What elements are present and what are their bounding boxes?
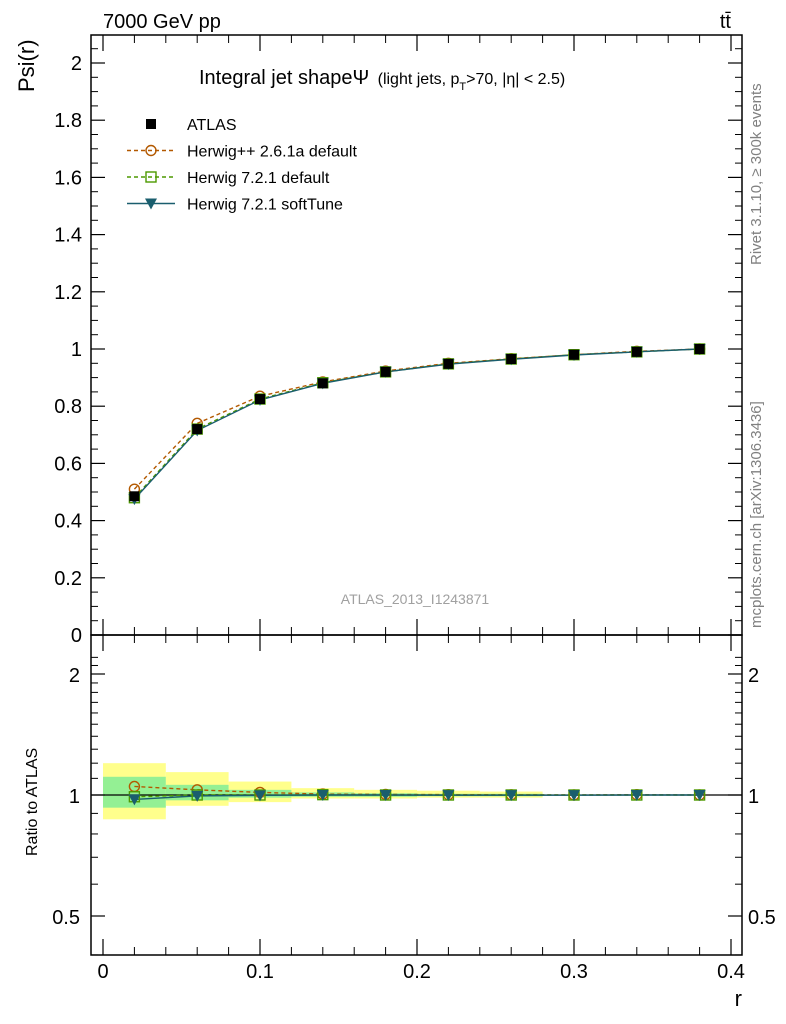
ratio-y-axis-label: Ratio to ATLAS [24,748,41,856]
main-title: Integral jet shapeΨ (light jets, pT>70, … [199,67,565,93]
legend-marker [145,171,157,183]
main-series-line [133,348,700,499]
main-y-tick-label: 0.2 [54,568,82,590]
main-data-point [192,424,203,435]
main-data-point [443,358,454,369]
ratio-data-point [505,790,518,802]
main-y-tick-label: 0.6 [54,453,82,475]
main-y-tick-label: 1.6 [54,167,82,189]
title-note-sub: T [459,81,466,93]
ratio-y-tick-label-right: 1 [748,786,759,808]
legend-label: ATLAS [187,117,237,134]
main-panel: 0 0.2 0.4 0.6 0.8 1 1.2 1.4 1.6 1.8 2 Psi(r) Integ… [14,34,743,647]
ratio-y-tick-label-right: 2 [748,665,759,687]
main-series-line [133,348,700,500]
main-y-tick-label: 2 [71,53,82,75]
main-data-point [506,354,517,365]
rivet-label: Rivet 3.1.10, ≥ 300k events [748,83,765,265]
ratio-data-point [568,790,580,802]
ratio-data-point [128,794,141,806]
main-data-point [129,491,140,502]
legend-label: Herwig 7.2.1 softTune [187,197,343,214]
ratio-y-tick-label-right: 0.5 [748,907,776,929]
ratio-data-point [442,790,455,802]
x-tick-label: 0.3 [560,961,588,983]
ratio-data-point [191,790,204,802]
mcplots-label: mcplots.cern.ch [arXiv:1306.3436] [748,401,765,628]
process-label: tt̄ [720,11,732,33]
main-data-point [255,394,265,405]
title-note-pre: (light jets, p [378,71,460,88]
legend-marker [145,144,157,157]
main-y-tick-label: 0.8 [54,396,82,418]
x-tick-label: 0.4 [717,961,745,983]
legend: ATLAS Herwig++ 2.6.1a default Herwig 7.2.1… [127,117,357,214]
analysis-id: ATLAS_2013_I1243871 [341,591,490,607]
legend-label: Herwig++ 2.6.1a default [187,144,357,161]
main-y-tick-label: 0.4 [54,511,82,533]
ratio-data-point [254,790,266,802]
x-tick-label: 0.2 [403,961,431,983]
ratio-data-point [630,790,643,801]
x-tick-label: 0.1 [246,961,274,983]
ratio-data-point [693,790,706,801]
x-axis-label: r [735,986,742,1011]
ratio-y-tick-label: 0.5 [52,907,80,929]
main-y-tick-label: 0 [71,625,82,647]
title-main: Integral jet shapeΨ [199,67,369,89]
ratio-y-tick-label: 1 [69,786,80,808]
x-tick-label: 0 [97,961,108,983]
ratio-panel: 0.5 0.5 1 1 2 2 0 0.1 0.2 0.3 0.4 Ratio to ATLAS r [24,634,776,1011]
ratio-series-line [134,794,700,801]
main-data-point [631,346,642,357]
legend-marker [146,119,156,129]
main-y-tick-label: 1.4 [54,225,82,247]
legend-label: Herwig 7.2.1 default [187,170,330,187]
ratio-data-point [316,790,329,801]
main-data-point [569,349,579,360]
ratio-data-point [379,790,392,801]
main-y-tick-label: 1.2 [54,282,82,304]
main-data-point [694,344,705,354]
legend-marker [145,198,157,210]
main-y-tick-label: 1 [71,339,82,361]
ratio-y-tick-label: 2 [69,665,80,687]
main-data-point [317,378,328,389]
main-data-point [380,366,391,377]
title-note-post: >70, |η| < 2.5) [466,71,565,88]
energy-label: 7000 GeV pp [103,11,221,33]
main-y-axis-label: Psi(r) [14,39,39,92]
main-y-tick-label: 1.8 [54,110,82,132]
